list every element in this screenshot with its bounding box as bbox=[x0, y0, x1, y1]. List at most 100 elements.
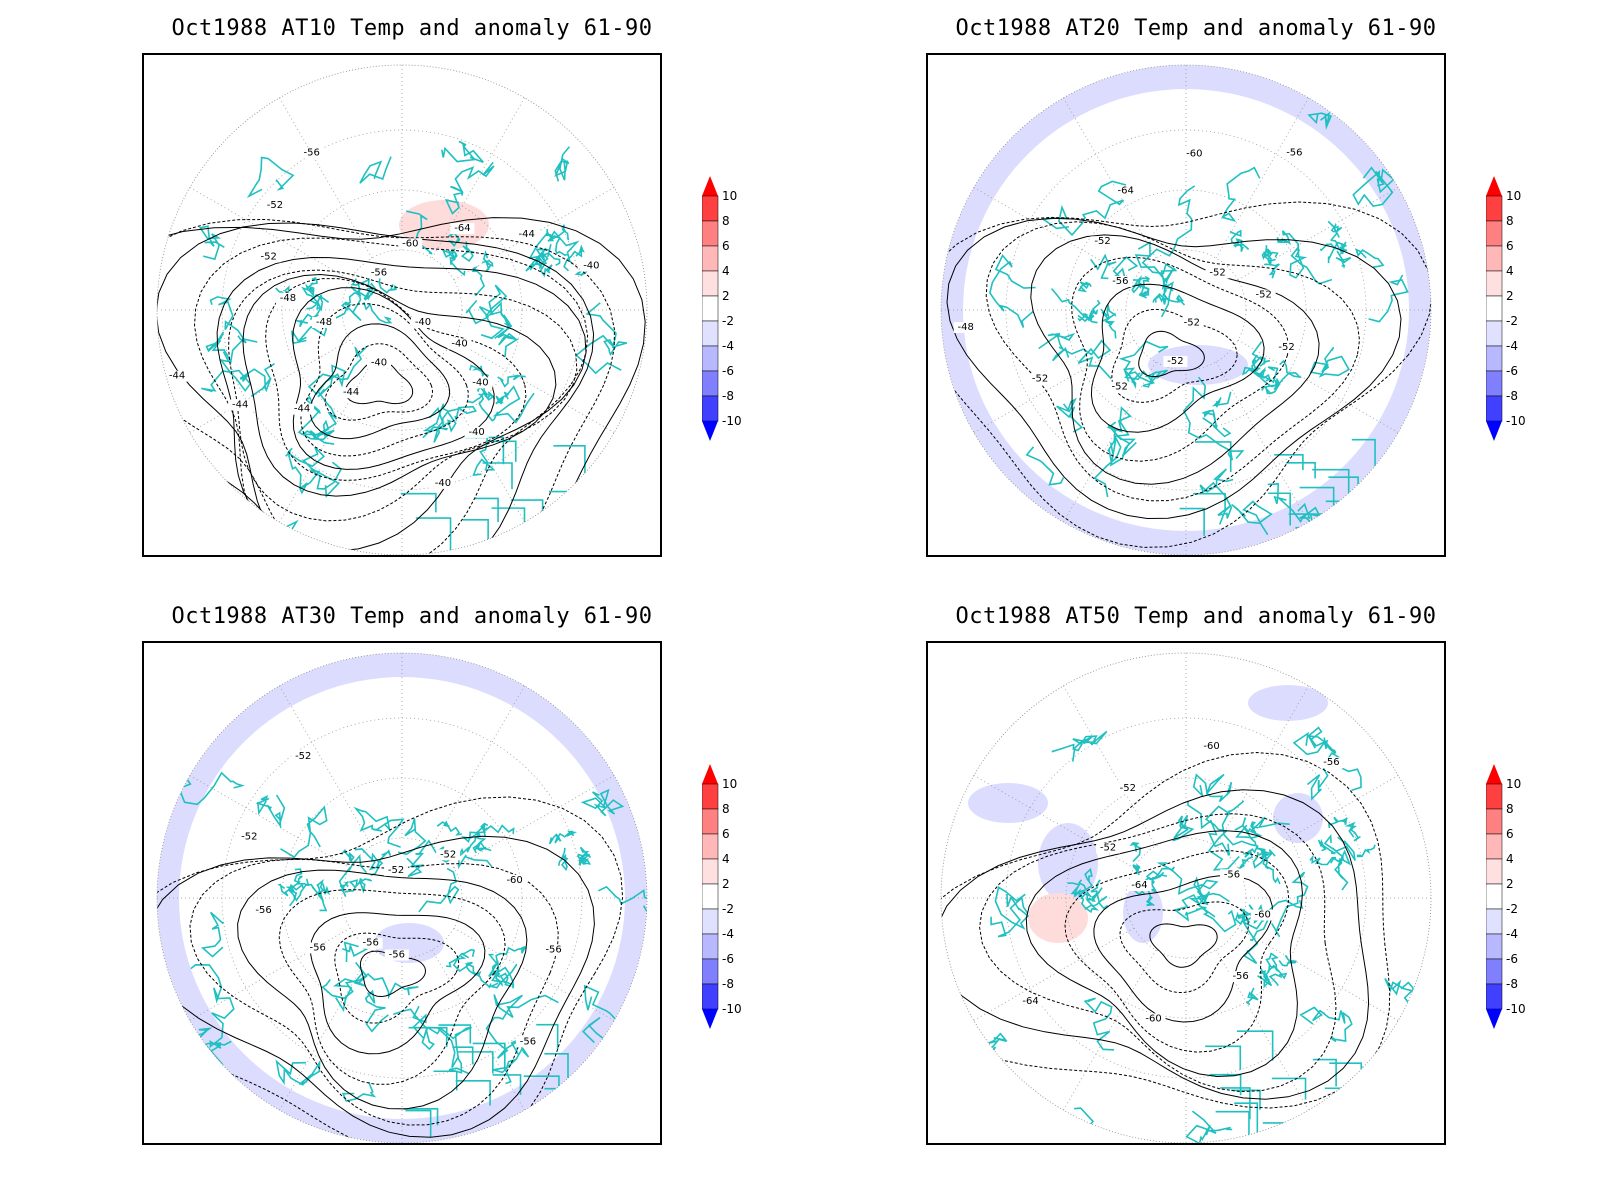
contour-labels: -40 -40 -40 -40 -40 -40 -44 -44 -44 -44 -48 -48 -52 -… bbox=[165, 147, 604, 489]
colorbar-swatch bbox=[1486, 858, 1503, 885]
contour-label-bg bbox=[1282, 147, 1307, 159]
colorbar-tick-label: -6 bbox=[722, 952, 734, 966]
contour-label-bg bbox=[1090, 236, 1115, 248]
colorbar-swatch bbox=[1486, 933, 1503, 960]
colorbar-tick-label: 6 bbox=[1506, 239, 1514, 253]
contour-label: -56 bbox=[389, 950, 405, 961]
colorbar-tick-label: 6 bbox=[722, 239, 730, 253]
colorbar-swatches bbox=[702, 764, 719, 1029]
map-boundary bbox=[940, 64, 1432, 555]
colorbar-tick-label: -8 bbox=[1506, 389, 1518, 403]
contour-label: -48 bbox=[280, 293, 296, 304]
contour-label: -60 bbox=[1186, 148, 1202, 159]
colorbar-swatch bbox=[1486, 808, 1503, 835]
contour-label: -56 bbox=[1286, 147, 1302, 158]
colorbar-swatch bbox=[1486, 245, 1503, 272]
contour-label: -56 bbox=[1224, 869, 1240, 880]
contour-label-bg bbox=[1250, 909, 1275, 921]
anomaly-shading bbox=[968, 685, 1328, 943]
colorbar-tick-label: 6 bbox=[722, 827, 730, 841]
contour-label-bg bbox=[237, 831, 262, 843]
polar-map: -52 -52 -52 -52 -48 -56 -52 -64 -60 -56 -52 -52 -52 bbox=[926, 53, 1446, 557]
colorbar-tick-label: -8 bbox=[722, 389, 734, 403]
colorbar-swatch bbox=[702, 270, 719, 297]
contour-label-bg bbox=[1096, 842, 1121, 854]
contour-label-bg bbox=[464, 426, 489, 438]
colorbar-swatches bbox=[702, 176, 719, 441]
contour-label-bg bbox=[1205, 267, 1230, 279]
colorbar-tick-label: 2 bbox=[722, 877, 730, 891]
contour-label: -52 bbox=[1094, 236, 1110, 247]
colorbar-tick-label: -10 bbox=[722, 414, 742, 428]
contour-label: -52 bbox=[1184, 317, 1200, 328]
contour-label: -40 bbox=[583, 261, 599, 272]
anomaly-shading bbox=[157, 653, 647, 1143]
contour-label: -56 bbox=[1323, 757, 1339, 768]
colorbar-swatch bbox=[702, 370, 719, 397]
map-canvas: -52 -52 -52 -52 -48 -56 -52 -64 -60 -56 -52 -52 -52 bbox=[940, 64, 1432, 555]
colorbar-arrow-bottom bbox=[702, 421, 718, 441]
contour-label-bg bbox=[953, 321, 978, 333]
contour-label: -52 bbox=[1167, 356, 1183, 367]
contour-label: -56 bbox=[304, 148, 320, 159]
colorbar-tick-label: 10 bbox=[1506, 777, 1522, 791]
contour-label: -52 bbox=[440, 849, 456, 860]
colorbar-tick-label: 4 bbox=[722, 852, 730, 866]
contour-label: -52 bbox=[1111, 382, 1127, 393]
colorbar-swatch bbox=[702, 195, 719, 222]
colorbar-tick-label: -8 bbox=[1506, 977, 1518, 991]
colorbar: 10 8 6 4 2 -2 -4 -6 -8 -10 bbox=[1486, 764, 1556, 1054]
colorbar-arrow-bottom bbox=[702, 1009, 718, 1029]
contour-label-bg bbox=[398, 238, 423, 250]
colorbar-tick-label: 4 bbox=[722, 264, 730, 278]
contour-label-bg bbox=[1108, 276, 1133, 288]
map-boundary bbox=[940, 652, 1432, 1143]
colorbar-tick-label: -4 bbox=[1506, 927, 1518, 941]
colorbar-tick-label: 10 bbox=[722, 777, 738, 791]
colorbar-swatch bbox=[702, 295, 719, 322]
temperature-contours bbox=[157, 217, 646, 555]
contour-label: -52 bbox=[1255, 290, 1271, 301]
contour-label: -64 bbox=[1131, 880, 1147, 891]
map-boundary bbox=[156, 652, 648, 1143]
contour-label-bg bbox=[1228, 971, 1253, 983]
contour-label: -52 bbox=[1209, 267, 1225, 278]
contour-label: -52 bbox=[388, 865, 404, 876]
contour-label: -40 bbox=[435, 478, 451, 489]
contour-label-bg bbox=[367, 267, 391, 279]
contour-label: -44 bbox=[169, 371, 185, 382]
contour-label: -64 bbox=[454, 223, 470, 234]
contour-label-bg bbox=[541, 944, 566, 956]
contour-label-bg bbox=[256, 251, 281, 263]
colorbar-arrow-top bbox=[1486, 176, 1502, 196]
map-canvas: -56 -56 -56 -52 -52 -52 -52 -60 -56 -56 -56 bbox=[156, 652, 648, 1143]
colorbar-swatch bbox=[702, 220, 719, 247]
contour-label: -60 bbox=[1145, 1013, 1161, 1024]
contour-label: -52 bbox=[1032, 374, 1048, 385]
colorbar-swatches bbox=[1486, 176, 1503, 441]
contour-label: -56 bbox=[310, 942, 326, 953]
contour-label-bg bbox=[384, 864, 409, 876]
colorbar-swatch bbox=[702, 245, 719, 272]
colorbar-swatch bbox=[1486, 958, 1503, 985]
colorbar-arrow-top bbox=[702, 176, 718, 196]
contour-labels: -52 -52 -52 -52 -48 -56 -52 -64 -60 -56 -52 -52 -52 bbox=[953, 147, 1307, 393]
contour-label-bg bbox=[290, 403, 315, 415]
anomaly-blob bbox=[1273, 793, 1323, 843]
colorbar-swatch bbox=[702, 783, 719, 810]
colorbar-tick-label: 4 bbox=[1506, 264, 1514, 278]
anomaly-blob bbox=[1248, 685, 1328, 721]
colorbar-tick-label: 8 bbox=[722, 214, 730, 228]
contour-label: -44 bbox=[232, 400, 248, 411]
panel-title: Oct1988 AT30 Temp and anomaly 61-90 bbox=[171, 604, 653, 629]
contour-label-bg bbox=[251, 904, 276, 916]
contour-label: -40 bbox=[451, 338, 467, 349]
contour-label-bg bbox=[1199, 741, 1224, 753]
colorbar-swatch bbox=[1486, 370, 1503, 397]
colorbar-tick-label: -6 bbox=[1506, 364, 1518, 378]
contour-labels: -64 -52 -52 -60 -56 -56 -60 -56 -60 -64 bbox=[1018, 741, 1344, 1025]
colorbar-tick-label: -6 bbox=[1506, 952, 1518, 966]
contour-label-bg bbox=[275, 292, 300, 304]
lat-lon-grid bbox=[157, 65, 647, 555]
contour-label: -40 bbox=[415, 317, 431, 328]
